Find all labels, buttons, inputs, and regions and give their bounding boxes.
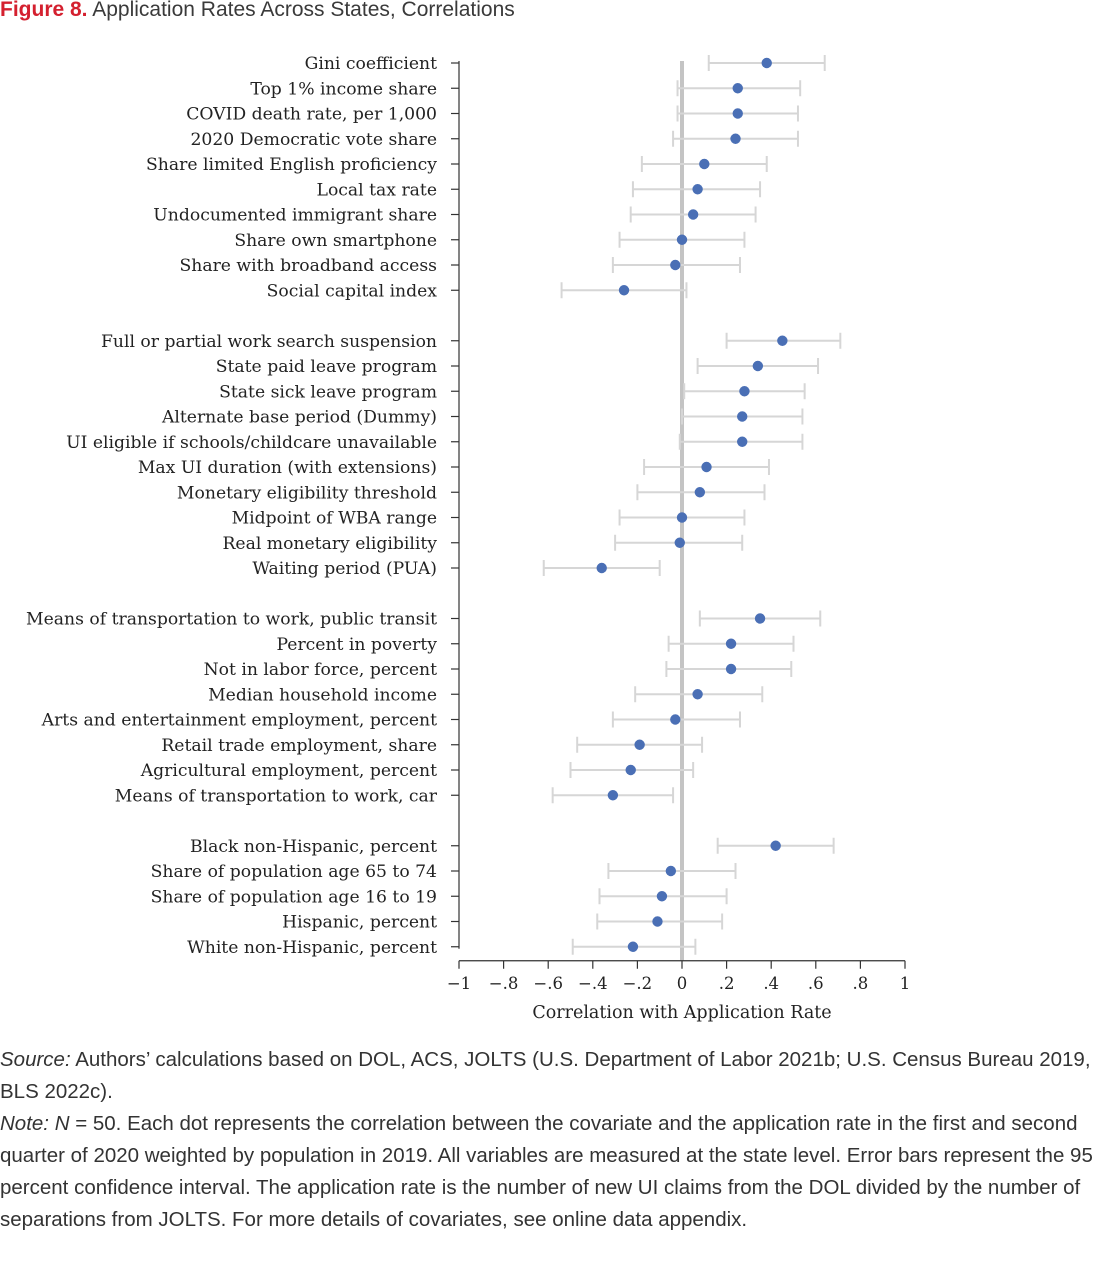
y-tick-label: Midpoint of WBA range	[232, 509, 437, 529]
data-point	[730, 133, 741, 144]
data-point	[618, 285, 630, 296]
data-point	[754, 613, 766, 624]
data-point	[676, 234, 688, 245]
dot-whisker-chart: Gini coefficient Top 1% income share COVID…	[26, 54, 911, 1023]
data-point	[670, 714, 681, 725]
data-point	[634, 739, 645, 750]
data-point	[692, 689, 703, 700]
data-point	[652, 916, 663, 927]
y-tick-label: State sick leave program	[219, 382, 437, 402]
data-point	[739, 386, 750, 397]
x-tick-label: .2	[719, 974, 735, 993]
data-point	[701, 461, 712, 473]
data-point	[656, 891, 668, 902]
y-tick-label: Percent in poverty	[276, 635, 437, 655]
note-n: N	[54, 1112, 70, 1135]
data-point	[596, 562, 607, 574]
data-point	[725, 663, 737, 675]
y-tick-label: Arts and entertainment employment, perce…	[41, 711, 437, 731]
figure-label: Figure 8.	[0, 0, 88, 21]
data-point	[732, 83, 743, 94]
y-tick-label: Retail trade employment, share	[161, 736, 437, 756]
data-point	[699, 158, 710, 170]
x-tick-label: −.8	[489, 974, 519, 993]
figure-title: Figure 8. Application Rates Across State…	[0, 0, 515, 22]
x-tick-label: .4	[763, 974, 779, 993]
y-tick-label: Full or partial work search suspension	[101, 332, 437, 352]
y-tick-label: Black non-Hispanic, percent	[190, 837, 437, 857]
y-tick-label: Share of population age 16 to 19	[151, 887, 437, 907]
y-tick-label: Local tax rate	[317, 180, 437, 200]
y-tick-label: White non-Hispanic, percent	[187, 938, 437, 958]
y-tick-label: Agricultural employment, percent	[140, 761, 437, 781]
data-point	[777, 335, 788, 346]
x-tick-label: −.6	[533, 974, 563, 993]
y-tick-label: Waiting period (PUA)	[252, 559, 437, 579]
note-paragraph: Note: N = 50. Each dot represents the co…	[0, 1108, 1096, 1236]
x-tick-label: −.2	[623, 974, 653, 993]
data-point	[770, 840, 781, 851]
y-tick-label: Max UI duration (with extensions)	[138, 458, 437, 478]
y-tick-label: Hispanic, percent	[282, 913, 437, 933]
y-tick-label: Means of transportation to work, public …	[26, 610, 437, 630]
y-tick-label: Real monetary eligibility	[222, 534, 437, 554]
data-point	[737, 411, 748, 422]
note-text: = 50. Each dot represents the correlatio…	[0, 1112, 1093, 1231]
y-tick-label: 2020 Democratic vote share	[190, 130, 437, 150]
data-point	[674, 537, 685, 548]
data-point	[761, 57, 772, 69]
figure-notes: Source: Authors’ calculations based on D…	[0, 1044, 1096, 1236]
data-point	[670, 259, 681, 271]
y-tick-label: Median household income	[208, 685, 437, 705]
source-text: Authors’ calculations based on DOL, ACS,…	[0, 1048, 1091, 1103]
y-tick-label: Social capital index	[267, 281, 438, 301]
x-axis-title: Correlation with Application Rate	[532, 1003, 831, 1023]
data-point	[725, 638, 737, 649]
x-tick-label: .8	[853, 974, 869, 993]
x-tick-label: 0	[677, 974, 688, 993]
data-point	[752, 360, 764, 372]
y-tick-label: Means of transportation to work, car	[115, 786, 438, 806]
data-point	[732, 108, 743, 119]
y-tick-label: Top 1% income share	[250, 79, 437, 99]
note-label: Note:	[0, 1112, 49, 1135]
data-point	[692, 184, 703, 195]
x-tick-label: −.4	[578, 974, 608, 993]
data-point	[607, 790, 619, 801]
y-tick-label: Share of population age 65 to 74	[151, 862, 437, 882]
data-point	[627, 941, 639, 952]
y-tick-label: COVID death rate, per 1,000	[186, 105, 437, 125]
data-point	[625, 764, 636, 776]
y-tick-label: Share with broadband access	[179, 256, 437, 276]
y-tick-label: Alternate base period (Dummy)	[161, 408, 437, 428]
data-point	[665, 865, 677, 877]
y-tick-label: Undocumented immigrant share	[153, 206, 437, 226]
y-tick-label: Gini coefficient	[305, 54, 437, 74]
data-point	[687, 209, 699, 220]
x-tick-label: −1	[447, 974, 471, 993]
x-tick-label: .6	[808, 974, 824, 993]
y-tick-label: Share limited English proficiency	[146, 155, 437, 175]
source-note: Source: Authors’ calculations based on D…	[0, 1044, 1096, 1108]
figure-title-text: Application Rates Across States, Correla…	[92, 0, 515, 21]
y-tick-label: Monetary eligibility threshold	[177, 483, 437, 503]
source-label: Source:	[0, 1048, 71, 1071]
x-tick-label: 1	[900, 974, 911, 993]
y-tick-label: UI eligible if schools/childcare unavail…	[66, 433, 437, 453]
data-point	[737, 436, 748, 447]
data-point	[676, 512, 688, 523]
y-tick-label: State paid leave program	[216, 357, 437, 377]
data-point	[694, 487, 706, 498]
y-tick-label: Share own smartphone	[234, 231, 437, 251]
y-tick-label: Not in labor force, percent	[204, 660, 437, 680]
